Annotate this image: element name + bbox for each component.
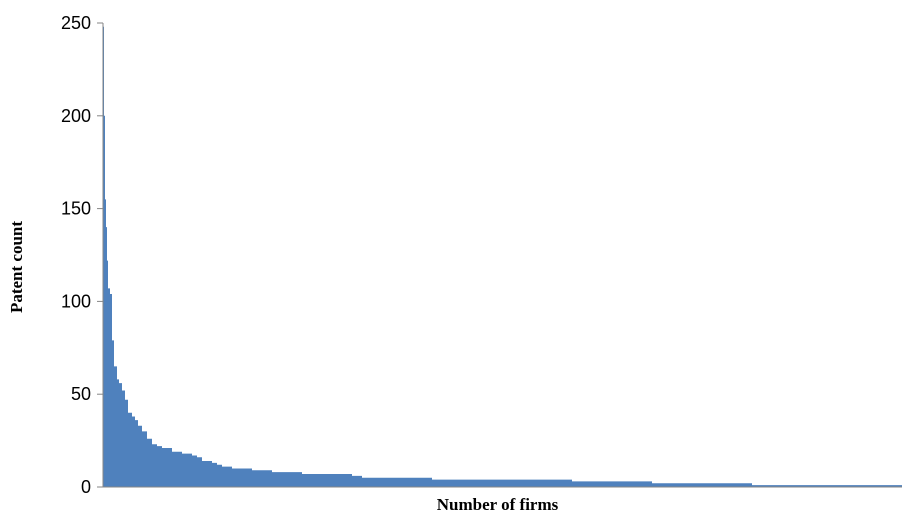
y-tick-label: 0 bbox=[81, 477, 91, 497]
x-axis-title: Number of firms bbox=[437, 495, 559, 514]
y-tick-label: 250 bbox=[61, 13, 91, 33]
patent-count-area bbox=[103, 26, 902, 487]
y-tick-label: 50 bbox=[71, 384, 91, 404]
y-tick-label: 150 bbox=[61, 199, 91, 219]
y-axis-title: Patent count bbox=[7, 221, 26, 313]
y-tick-label: 200 bbox=[61, 106, 91, 126]
y-axis-ticks: 0 50 100 150 200 250 bbox=[61, 13, 103, 497]
y-tick-label: 100 bbox=[61, 291, 91, 311]
